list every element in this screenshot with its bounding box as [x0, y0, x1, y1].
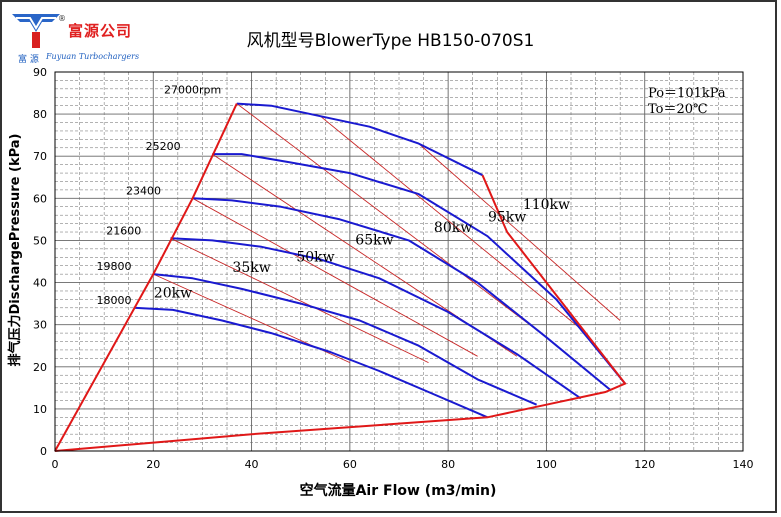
- y-tick-label: 90: [33, 66, 47, 79]
- condition-pressure: Po＝101kPa: [648, 86, 726, 101]
- registered-mark: ®: [58, 14, 66, 23]
- speed-label: 21600: [106, 224, 141, 237]
- x-tick-label: 120: [634, 458, 655, 471]
- speed-curve-27000rpm: [236, 102, 483, 177]
- y-tick-label: 60: [33, 192, 47, 205]
- condition-temperature: To＝20℃: [648, 102, 708, 117]
- logo-emblem-icon: [12, 14, 60, 48]
- y-tick-label: 20: [33, 361, 47, 374]
- company-name-cn-small: 富 源: [18, 55, 39, 65]
- power-line-50kw: [192, 197, 478, 357]
- speed-curve-18000: [133, 306, 488, 419]
- x-tick-label: 40: [245, 458, 259, 471]
- speed-label: 27000rpm: [164, 83, 221, 96]
- speed-label: 19800: [96, 260, 131, 273]
- y-axis-label: 排气压力DischargePressure (kPa): [7, 134, 23, 367]
- company-logo: 富源公司 ® 富 源 Fuyuan Turbochargers: [6, 8, 156, 65]
- y-tick-label: 10: [33, 403, 47, 416]
- labels: 18000 19800 21600 23400 25200 27000rpm 20kw 35k…: [96, 83, 570, 307]
- power-line-80kw: [236, 103, 547, 338]
- axes: 0 20 40 60 80 100 120 140 0 10 20 30 40 50 60 70 80 90: [33, 66, 754, 471]
- speed-curve-19800: [153, 273, 537, 406]
- chart-title: 风机型号BlowerType HB150-070S1: [246, 31, 535, 51]
- y-tick-label: 30: [33, 319, 47, 332]
- company-name-cn: 富源公司: [68, 22, 133, 40]
- power-label: 110kw: [523, 197, 570, 213]
- speed-curve-23400: [192, 197, 611, 391]
- speed-curves: [133, 102, 626, 419]
- x-axis-label: 空气流量Air Flow (m3/min): [300, 482, 497, 499]
- power-label: 80kw: [434, 220, 472, 236]
- power-line-110kw: [418, 143, 621, 321]
- max-flow-line: [54, 174, 627, 452]
- power-line-35kw: [170, 237, 429, 364]
- x-tick-label: 60: [343, 458, 357, 471]
- y-tick-label: 70: [33, 150, 47, 163]
- plot-area-border: [54, 71, 744, 452]
- speed-label: 18000: [96, 294, 131, 307]
- y-tick-label: 0: [40, 445, 47, 458]
- speed-label: 25200: [146, 140, 181, 153]
- speed-curve-21600: [170, 237, 582, 400]
- power-label: 95kw: [488, 209, 526, 225]
- x-tick-label: 20: [146, 458, 160, 471]
- speed-label: 23400: [126, 184, 161, 197]
- power-label: 65kw: [355, 233, 393, 249]
- power-label: 35kw: [232, 260, 270, 276]
- x-tick-label: 80: [441, 458, 455, 471]
- x-tick-label: 0: [52, 458, 59, 471]
- y-tick-label: 40: [33, 277, 47, 290]
- power-label: 50kw: [296, 250, 334, 266]
- surge-line: [54, 103, 238, 452]
- y-tick-label: 50: [33, 234, 47, 247]
- x-tick-label: 100: [536, 458, 557, 471]
- x-tick-label: 140: [733, 458, 754, 471]
- company-name-en: Fuyuan Turbochargers: [46, 52, 140, 61]
- speed-curve-25200: [212, 153, 626, 385]
- y-tick-label: 80: [33, 108, 47, 121]
- power-label: 20kw: [154, 285, 192, 301]
- power-line-95kw: [320, 115, 582, 330]
- grid: [54, 71, 744, 452]
- operating-envelope: [54, 103, 627, 452]
